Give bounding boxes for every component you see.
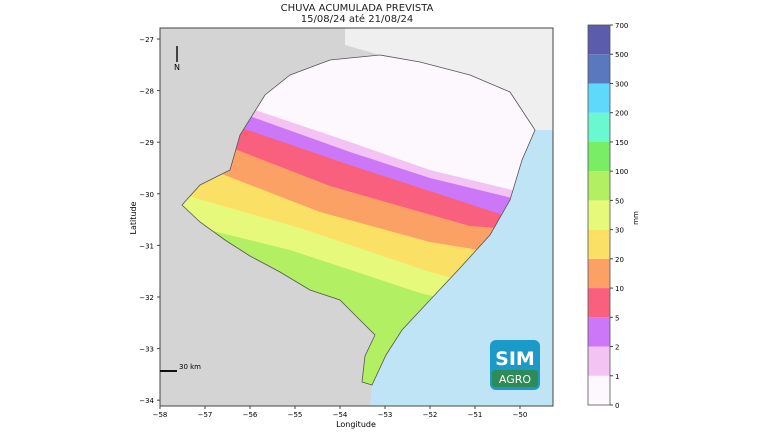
y-tick-label: −29 bbox=[139, 139, 154, 147]
colorbar-tick-label: 5 bbox=[615, 314, 619, 322]
colorbar-tick-label: 150 bbox=[615, 139, 628, 147]
colorbar-segment bbox=[588, 83, 610, 113]
colorbar-segment bbox=[588, 258, 610, 289]
colorbar-tick-label: 30 bbox=[615, 227, 624, 235]
colorbar-segment bbox=[588, 200, 610, 230]
logo-sim: SIM bbox=[495, 348, 535, 370]
x-tick-label: −58 bbox=[153, 411, 168, 419]
colorbar-tick-label: 50 bbox=[615, 197, 624, 205]
colorbar-segment bbox=[588, 141, 610, 172]
x-tick-label: −52 bbox=[423, 411, 438, 419]
colorbar-segment bbox=[588, 317, 610, 347]
colorbar: 0 1 2 5 10 20 30 50 100 150 200 300 500 700 bbox=[587, 22, 628, 410]
colorbar-segment bbox=[588, 25, 610, 55]
colorbar-tick-label: 0 bbox=[615, 402, 619, 410]
logo-agro: AGRO bbox=[499, 373, 531, 386]
colorbar-tick-label: 1 bbox=[615, 373, 619, 381]
colorbar-tick-label: 700 bbox=[615, 22, 628, 30]
colorbar-segment bbox=[588, 171, 610, 201]
colorbar-tick-label: 300 bbox=[615, 80, 628, 88]
ocean bbox=[370, 130, 553, 406]
colorbar-segment bbox=[588, 375, 610, 405]
x-tick-label: −56 bbox=[243, 411, 258, 419]
colorbar-segment bbox=[588, 288, 610, 318]
colorbar-tick-label: 500 bbox=[615, 51, 628, 59]
y-tick-label: −33 bbox=[139, 346, 154, 354]
colorbar-label: mm bbox=[632, 211, 640, 225]
land-north bbox=[345, 28, 553, 140]
north-label: N bbox=[174, 63, 180, 72]
scale-label: 30 km bbox=[179, 363, 201, 371]
colorbar-tick-label: 200 bbox=[615, 110, 628, 118]
colorbar-tick-label: 10 bbox=[615, 285, 624, 293]
x-tick-label: −54 bbox=[333, 411, 348, 419]
y-axis-label: Latitude bbox=[129, 201, 138, 234]
y-tick-label: −31 bbox=[139, 242, 154, 250]
colorbar-segment bbox=[588, 229, 610, 259]
colorbar-segment bbox=[588, 54, 610, 84]
y-tick-label: −27 bbox=[139, 36, 154, 44]
y-tick-label: −30 bbox=[139, 191, 154, 199]
colorbar-segment bbox=[588, 112, 610, 142]
colorbar-tick-label: 2 bbox=[615, 344, 619, 352]
x-tick-label: −57 bbox=[198, 411, 213, 419]
y-tick-label: −32 bbox=[139, 294, 154, 302]
colorbar-tick-label: 20 bbox=[615, 256, 624, 264]
x-tick-label: −55 bbox=[288, 411, 303, 419]
x-tick-label: −50 bbox=[513, 411, 528, 419]
x-axis-label: Longitude bbox=[336, 420, 376, 429]
map-subtitle: 15/08/24 até 21/08/24 bbox=[300, 14, 414, 25]
sim-agro-logo: SIM AGRO bbox=[490, 340, 540, 390]
x-tick-label: −53 bbox=[378, 411, 393, 419]
colorbar-segment bbox=[588, 346, 610, 376]
x-axis: −58 −57 −56 −55 −54 −53 −52 −51 −50 bbox=[153, 406, 528, 419]
y-tick-label: −34 bbox=[139, 397, 154, 405]
y-tick-label: −28 bbox=[139, 88, 154, 96]
map-title: CHUVA ACUMULADA PREVISTA bbox=[280, 3, 434, 14]
y-axis: −27 −28 −29 −30 −31 −32 −33 −34 bbox=[139, 36, 160, 405]
colorbar-tick-label: 100 bbox=[615, 168, 628, 176]
x-tick-label: −51 bbox=[468, 411, 483, 419]
